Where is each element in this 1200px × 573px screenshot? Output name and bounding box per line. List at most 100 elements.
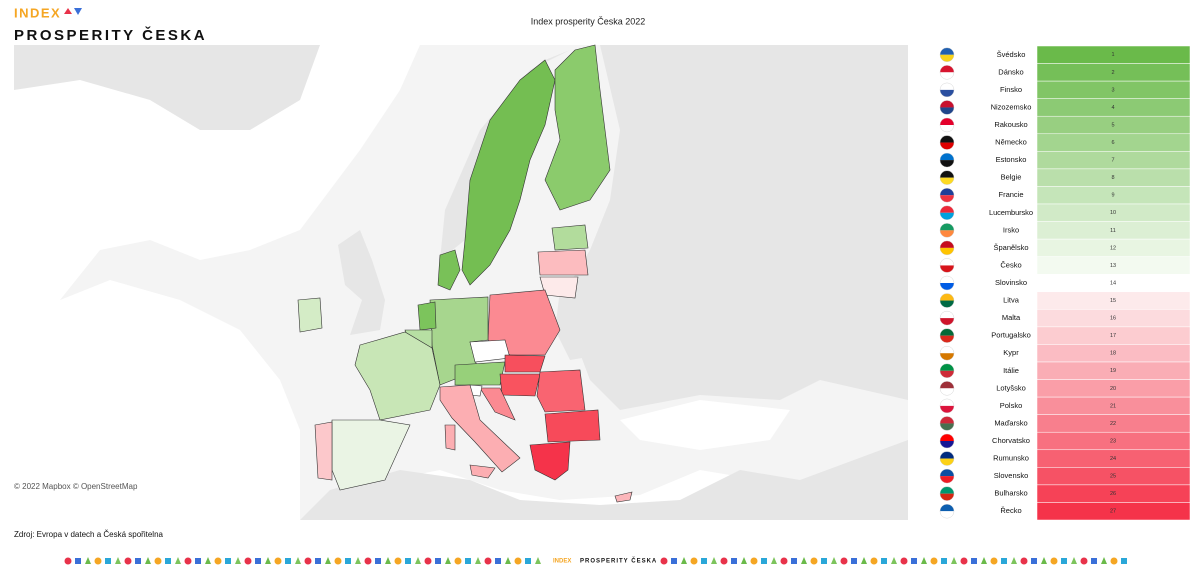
flag <box>940 125 954 132</box>
footer-icon <box>690 557 698 565</box>
footer-icon <box>495 558 501 564</box>
flag <box>940 212 954 220</box>
flag <box>940 47 954 55</box>
flag <box>940 153 954 161</box>
footer-icon <box>325 557 331 564</box>
footer-icon <box>731 558 737 564</box>
country-name: Finsko <box>1000 85 1022 94</box>
country-name: Slovensko <box>994 471 1029 480</box>
footer-icon <box>971 558 977 564</box>
flag <box>940 451 954 459</box>
footer-icon <box>85 557 91 564</box>
footer-icon <box>475 557 481 564</box>
footer-icon <box>1121 558 1127 564</box>
footer-icon <box>840 557 848 565</box>
flag <box>940 247 954 255</box>
flag <box>940 195 954 203</box>
footer-icon <box>505 557 511 564</box>
country-name: Chorvatsko <box>992 436 1030 445</box>
footer-icon <box>465 558 471 564</box>
flag-outline <box>939 47 955 62</box>
flag <box>940 223 954 231</box>
flag <box>940 188 954 196</box>
country-name: Estonsko <box>996 155 1027 164</box>
country-name: Česko <box>1000 260 1021 269</box>
country-name: Rakousko <box>994 120 1027 129</box>
rank-value: 17 <box>1110 333 1116 339</box>
footer-icon <box>315 558 321 564</box>
sea <box>620 400 790 450</box>
footer-icon <box>1091 558 1097 564</box>
footer-icon <box>831 557 837 564</box>
flag <box>940 82 954 90</box>
footer-icon <box>1101 557 1107 564</box>
country-ireland <box>297 297 323 333</box>
country-france <box>354 331 441 421</box>
footer-icon <box>960 557 968 565</box>
footer-icon <box>394 557 402 565</box>
country-lithuania <box>539 276 579 299</box>
footer-icon <box>701 558 707 564</box>
logo-index: INDEX <box>14 5 61 20</box>
rank-cell <box>1036 502 1191 521</box>
country-slovakia <box>504 354 546 373</box>
flag-outline <box>939 433 955 449</box>
footer-icon <box>1020 557 1028 565</box>
rank-value: 7 <box>1111 158 1114 164</box>
land-norway <box>440 50 570 260</box>
footer-logo-name: PROSPERITY ČESKA <box>580 558 657 565</box>
flag <box>940 493 954 501</box>
rank-value: 26 <box>1110 491 1116 497</box>
rank-value: 22 <box>1110 421 1116 427</box>
rank-value: 1 <box>1111 52 1114 58</box>
country-romania <box>536 369 586 413</box>
footer-icon <box>274 557 282 565</box>
footer-icon <box>1071 557 1077 564</box>
land <box>560 45 908 410</box>
logo-name: PROSPERITY ČESKA <box>14 26 207 44</box>
rank-value: 4 <box>1111 105 1114 111</box>
flag <box>940 335 954 343</box>
flag <box>940 107 954 115</box>
country-greece <box>529 441 571 481</box>
rank-value: 15 <box>1110 298 1116 304</box>
footer-icon <box>981 557 987 564</box>
country-sweden <box>461 59 556 286</box>
footer-logo-index: INDEX <box>553 559 571 565</box>
flag <box>940 388 954 396</box>
footer-icon <box>115 557 121 564</box>
footer-icon <box>424 557 432 565</box>
footer-icon <box>1050 557 1058 565</box>
flag <box>940 511 954 519</box>
footer-icon <box>900 557 908 565</box>
flag-outline <box>939 205 955 220</box>
logo-mark <box>64 8 72 14</box>
flag-outline <box>939 468 955 484</box>
country-name: Maďarsko <box>994 418 1027 427</box>
country-name: Itálie <box>1003 366 1019 375</box>
rank-value: 14 <box>1110 280 1116 286</box>
footer-icon <box>1110 557 1118 565</box>
footer-icon <box>184 557 192 565</box>
footer-icon <box>175 557 181 564</box>
country-name: Německo <box>995 138 1027 147</box>
footer-icon <box>364 557 372 565</box>
rank-value: 11 <box>1110 228 1116 234</box>
country-name: Belgie <box>1001 173 1022 182</box>
flag <box>940 240 954 248</box>
footer-icon <box>205 557 211 564</box>
footer-icon <box>454 557 462 565</box>
country-latvia <box>537 249 589 276</box>
footer-icon <box>1011 557 1017 564</box>
land <box>14 45 320 130</box>
flag <box>940 458 954 466</box>
flag-outline <box>939 152 955 168</box>
footer-icon <box>75 558 81 564</box>
footer-icon <box>154 557 162 565</box>
flag <box>940 353 954 361</box>
rank-value: 2 <box>1111 70 1114 76</box>
rank-value: 25 <box>1110 474 1116 480</box>
flag <box>940 423 954 431</box>
footer-icon <box>514 557 522 565</box>
